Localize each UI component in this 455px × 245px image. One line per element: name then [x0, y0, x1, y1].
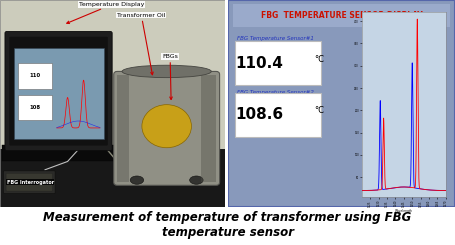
- FancyBboxPatch shape: [235, 41, 321, 85]
- Ellipse shape: [122, 65, 211, 78]
- Text: 110.4: 110.4: [235, 56, 283, 71]
- FancyBboxPatch shape: [235, 93, 321, 137]
- X-axis label: Wavelength: Wavelength: [395, 208, 413, 213]
- Text: Temperature Display: Temperature Display: [67, 2, 144, 24]
- Text: FBG Temperature Sensor#2: FBG Temperature Sensor#2: [238, 90, 314, 95]
- Bar: [2, 145, 117, 161]
- Bar: [0, 149, 225, 207]
- Text: 110: 110: [30, 73, 40, 78]
- Bar: [0, 0, 225, 155]
- Text: FBGs: FBGs: [162, 54, 178, 99]
- Bar: [18, 63, 52, 89]
- FancyBboxPatch shape: [6, 173, 52, 191]
- Text: FBG Temperature Sensor#1: FBG Temperature Sensor#1: [238, 36, 314, 41]
- Ellipse shape: [190, 176, 203, 184]
- Bar: [233, 4, 450, 27]
- FancyBboxPatch shape: [9, 36, 108, 146]
- Bar: [14, 48, 104, 139]
- Text: °C: °C: [314, 54, 324, 63]
- Text: °C: °C: [314, 106, 324, 115]
- Bar: [202, 74, 216, 182]
- Text: 108: 108: [30, 105, 40, 110]
- FancyBboxPatch shape: [5, 31, 112, 151]
- Bar: [117, 74, 129, 182]
- Text: FBG  TEMPERATURE SENSOR DISPLAY: FBG TEMPERATURE SENSOR DISPLAY: [261, 11, 423, 20]
- FancyBboxPatch shape: [114, 72, 220, 185]
- FancyBboxPatch shape: [3, 171, 55, 194]
- Bar: [18, 95, 52, 121]
- Text: 108.6: 108.6: [235, 107, 283, 122]
- Ellipse shape: [142, 105, 192, 148]
- Text: Measurement of temperature of transformer using FBG
temperature sensor: Measurement of temperature of transforme…: [43, 211, 412, 239]
- Text: Transformer Oil: Transformer Oil: [117, 12, 166, 75]
- Text: FBG Interrogator: FBG Interrogator: [7, 180, 54, 185]
- Ellipse shape: [130, 176, 144, 184]
